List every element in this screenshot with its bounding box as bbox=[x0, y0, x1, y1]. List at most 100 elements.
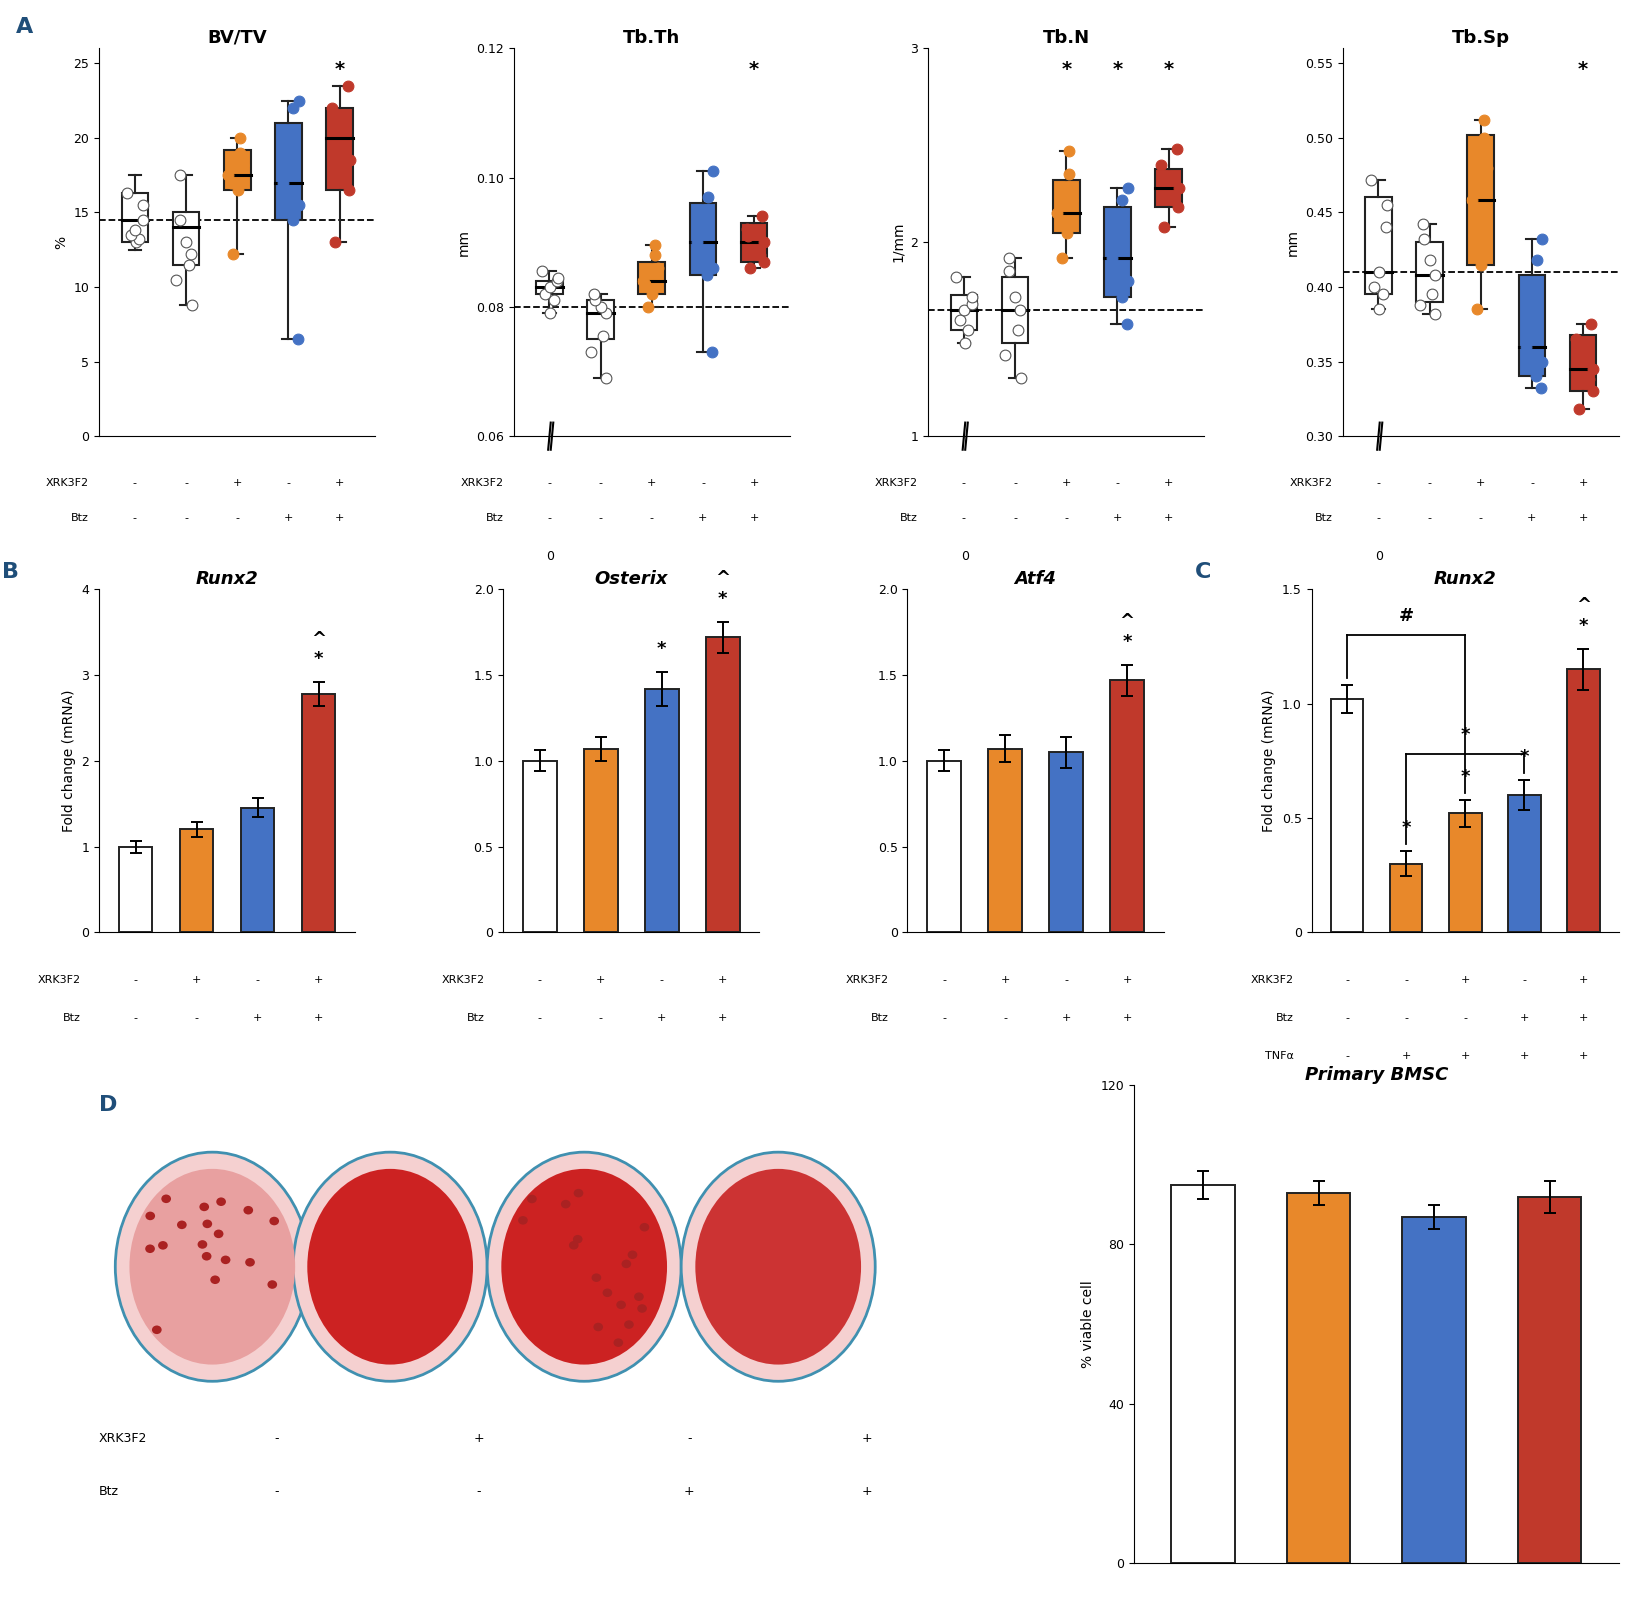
Text: Btz: Btz bbox=[486, 512, 504, 522]
Point bbox=[337, 147, 363, 172]
Text: 0: 0 bbox=[961, 551, 970, 564]
Point bbox=[1008, 296, 1034, 322]
Point bbox=[1416, 246, 1442, 272]
Bar bbox=[1403, 1216, 1465, 1563]
Text: +: + bbox=[648, 478, 656, 488]
Point bbox=[1406, 292, 1432, 317]
Point bbox=[952, 330, 978, 356]
Text: +: + bbox=[862, 1432, 872, 1445]
Text: Btz: Btz bbox=[900, 512, 919, 522]
Bar bbox=[327, 108, 354, 190]
Text: +: + bbox=[699, 512, 707, 522]
Y-axis label: mm: mm bbox=[456, 229, 471, 256]
Point bbox=[1470, 106, 1497, 132]
Text: +: + bbox=[1460, 1050, 1470, 1060]
Point bbox=[1044, 200, 1070, 226]
Ellipse shape bbox=[681, 1152, 876, 1381]
Text: -: - bbox=[942, 1013, 947, 1023]
Ellipse shape bbox=[487, 1152, 681, 1381]
Ellipse shape bbox=[695, 1170, 861, 1365]
Point bbox=[1373, 214, 1399, 240]
Bar bbox=[524, 760, 557, 933]
Text: -: - bbox=[1530, 478, 1535, 488]
Text: XRK3F2: XRK3F2 bbox=[876, 478, 919, 488]
Text: *: * bbox=[1401, 820, 1411, 838]
Text: +: + bbox=[1113, 512, 1122, 522]
Ellipse shape bbox=[145, 1244, 155, 1253]
Text: -: - bbox=[1427, 512, 1432, 522]
Bar bbox=[1508, 796, 1541, 933]
Ellipse shape bbox=[634, 1292, 644, 1302]
Text: ^: ^ bbox=[311, 630, 327, 648]
Point bbox=[1474, 155, 1500, 180]
Point bbox=[582, 280, 608, 306]
Ellipse shape bbox=[639, 1223, 649, 1231]
Text: +: + bbox=[719, 1013, 727, 1023]
Point bbox=[1411, 211, 1437, 237]
Ellipse shape bbox=[129, 1170, 296, 1365]
Text: B: B bbox=[2, 562, 18, 582]
Bar bbox=[122, 193, 149, 242]
Point bbox=[1102, 209, 1128, 235]
Point bbox=[634, 293, 661, 319]
Text: +: + bbox=[1579, 1050, 1588, 1060]
Text: -: - bbox=[1013, 478, 1018, 488]
Point bbox=[537, 301, 563, 327]
Y-axis label: mm: mm bbox=[1285, 229, 1300, 256]
Ellipse shape bbox=[621, 1260, 631, 1268]
Point bbox=[1563, 327, 1589, 353]
Ellipse shape bbox=[638, 1305, 648, 1313]
Ellipse shape bbox=[527, 1195, 537, 1203]
Text: XRK3F2: XRK3F2 bbox=[38, 975, 81, 986]
Point bbox=[335, 177, 362, 203]
Point bbox=[1361, 274, 1388, 300]
Point bbox=[1054, 219, 1080, 245]
Title: Tb.Th: Tb.Th bbox=[623, 29, 681, 47]
Point bbox=[633, 271, 659, 296]
Bar bbox=[180, 830, 213, 933]
Text: XRK3F2: XRK3F2 bbox=[846, 975, 889, 986]
Point bbox=[131, 206, 157, 232]
Point bbox=[1422, 301, 1449, 327]
Point bbox=[122, 229, 149, 255]
Point bbox=[164, 267, 190, 293]
Text: +: + bbox=[1401, 1050, 1411, 1060]
Title: BV/TV: BV/TV bbox=[208, 29, 268, 47]
Text: +: + bbox=[1477, 478, 1485, 488]
Text: +: + bbox=[862, 1485, 872, 1498]
Point bbox=[225, 177, 251, 203]
Point bbox=[1165, 176, 1191, 201]
Text: -: - bbox=[539, 1013, 542, 1023]
Ellipse shape bbox=[269, 1216, 279, 1226]
Bar bbox=[638, 261, 666, 293]
Point bbox=[694, 184, 720, 209]
Point bbox=[281, 95, 307, 121]
Y-axis label: %: % bbox=[55, 235, 68, 248]
Text: -: - bbox=[1345, 975, 1350, 986]
Text: -: - bbox=[942, 975, 947, 986]
Title: Tb.Sp: Tb.Sp bbox=[1452, 29, 1510, 47]
Text: +: + bbox=[1520, 1013, 1530, 1023]
Text: *: * bbox=[719, 590, 727, 607]
Text: XRK3F2: XRK3F2 bbox=[1289, 478, 1333, 488]
Text: +: + bbox=[684, 1485, 694, 1498]
Ellipse shape bbox=[562, 1200, 570, 1208]
Point bbox=[641, 232, 667, 258]
Point bbox=[1462, 222, 1488, 248]
Bar bbox=[302, 694, 335, 933]
Point bbox=[1059, 187, 1085, 213]
Point bbox=[273, 132, 299, 158]
Bar bbox=[276, 122, 302, 219]
Text: -: - bbox=[1376, 512, 1381, 522]
Text: +: + bbox=[253, 1013, 263, 1023]
Bar bbox=[1171, 1184, 1236, 1563]
Point bbox=[752, 229, 778, 255]
Point bbox=[1411, 227, 1437, 253]
Text: +: + bbox=[335, 478, 344, 488]
Text: *: * bbox=[1122, 633, 1132, 651]
Text: -: - bbox=[1479, 512, 1483, 522]
Point bbox=[694, 261, 720, 287]
Title: Primary BMSC: Primary BMSC bbox=[1305, 1066, 1449, 1084]
Point bbox=[641, 242, 667, 267]
Text: +: + bbox=[719, 975, 727, 986]
